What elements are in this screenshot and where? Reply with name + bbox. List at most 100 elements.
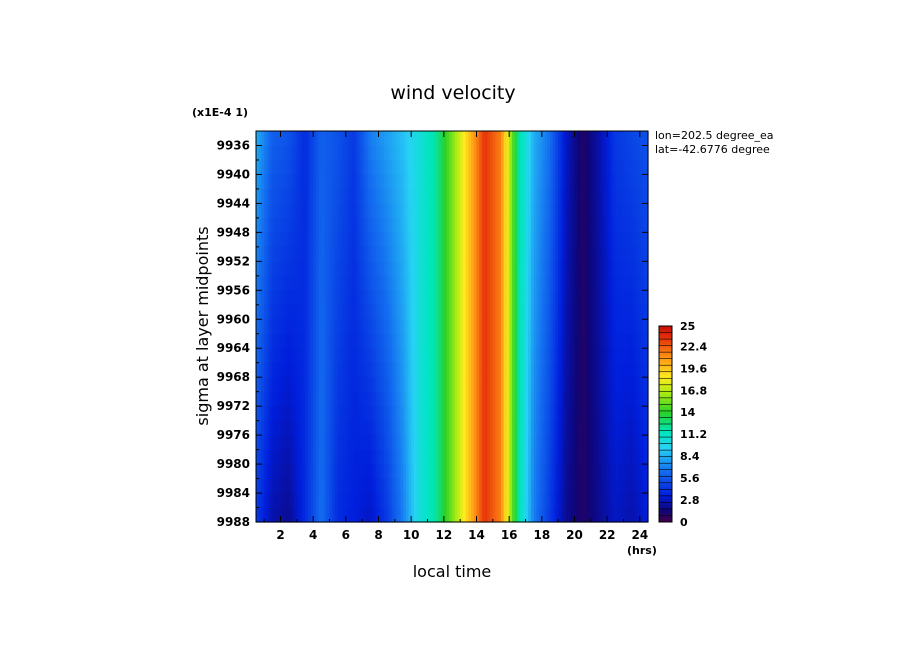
heatmap-cell	[408, 145, 412, 161]
heatmap-cell	[367, 348, 371, 364]
y-tick-label: 9988	[217, 515, 250, 529]
heatmap-cell	[550, 217, 554, 233]
heatmap-cell	[400, 188, 404, 205]
heatmap-cell	[340, 290, 344, 306]
heatmap-cell	[383, 391, 388, 407]
heatmap-cell	[509, 333, 513, 349]
heatmap-cell	[601, 232, 606, 248]
heatmap-cell	[283, 159, 287, 176]
heatmap-cell	[337, 464, 341, 480]
heatmap-cell	[277, 478, 282, 494]
heatmap-cell	[599, 507, 603, 523]
heatmap-cell	[481, 406, 486, 422]
heatmap-cell	[256, 145, 260, 161]
heatmap-cell	[321, 275, 325, 291]
heatmap-cell	[337, 261, 341, 277]
heatmap-cell	[397, 406, 401, 422]
heatmap-cell	[503, 362, 508, 378]
heatmap-cell	[441, 261, 445, 277]
heatmap-cell	[381, 493, 385, 509]
heatmap-cell	[492, 464, 497, 480]
heatmap-cell	[378, 362, 382, 378]
heatmap-cell	[558, 188, 562, 205]
heatmap-cell	[509, 348, 513, 364]
y-tick-label: 9956	[217, 283, 250, 297]
heatmap-cell	[318, 348, 322, 364]
heatmap-cell	[620, 420, 625, 436]
heatmap-cell	[571, 348, 576, 364]
heatmap-cell	[305, 174, 309, 190]
heatmap-cell	[484, 304, 488, 320]
heatmap-cell	[354, 290, 358, 306]
heatmap-cell	[359, 159, 363, 176]
heatmap-cell	[604, 261, 608, 277]
heatmap-cell	[585, 145, 589, 161]
heatmap-cell	[588, 304, 592, 320]
heatmap-cell	[539, 232, 543, 248]
heatmap-cell	[631, 275, 635, 291]
heatmap-cell	[261, 217, 265, 233]
heatmap-cell	[607, 478, 611, 494]
heatmap-cell	[582, 435, 586, 451]
heatmap-cell	[599, 261, 603, 277]
heatmap-cell	[329, 203, 333, 219]
heatmap-cell	[337, 159, 341, 176]
heatmap-cell	[416, 435, 420, 451]
heatmap-cell	[547, 246, 551, 262]
heatmap-cell	[615, 377, 619, 393]
heatmap-cell	[601, 246, 606, 262]
heatmap-cell	[340, 275, 344, 291]
heatmap-cell	[321, 493, 325, 509]
heatmap-cell	[305, 464, 309, 480]
heatmap-cell	[552, 145, 557, 161]
heatmap-cell	[345, 203, 350, 219]
heatmap-cell	[615, 507, 619, 523]
heatmap-cell	[362, 246, 366, 262]
heatmap-cell	[560, 290, 565, 306]
heatmap-cell	[326, 507, 331, 523]
heatmap-cell	[340, 348, 344, 364]
heatmap-cell	[533, 188, 537, 205]
heatmap-cell	[645, 232, 649, 248]
heatmap-cell	[452, 406, 456, 422]
heatmap-cell	[432, 348, 437, 364]
heatmap-cell	[574, 464, 578, 480]
heatmap-cell	[530, 377, 535, 393]
heatmap-cell	[593, 232, 597, 248]
heatmap-cell	[473, 333, 478, 349]
heatmap-cell	[566, 449, 570, 465]
heatmap-cell	[460, 304, 464, 320]
heatmap-cell	[367, 478, 371, 494]
heatmap-cell	[599, 203, 603, 219]
heatmap-cell	[484, 449, 488, 465]
heatmap-cell	[288, 478, 292, 494]
heatmap-cell	[340, 507, 344, 523]
heatmap-cell	[498, 435, 502, 451]
heatmap-cell	[277, 449, 282, 465]
heatmap-cell	[413, 493, 418, 509]
heatmap-cell	[481, 217, 486, 233]
heatmap-cell	[593, 246, 597, 262]
heatmap-cell	[324, 478, 328, 494]
heatmap-cell	[552, 333, 557, 349]
colorbar-band	[659, 380, 672, 384]
colorbar-tick-label: 14	[680, 406, 696, 419]
heatmap-cell	[285, 304, 290, 320]
heatmap-cell	[533, 377, 537, 393]
heatmap-cell	[405, 391, 410, 407]
heatmap-cell	[492, 493, 497, 509]
heatmap-cell	[511, 464, 516, 480]
heatmap-cell	[555, 348, 559, 364]
heatmap-cell	[422, 377, 426, 393]
heatmap-cell	[520, 275, 524, 291]
heatmap-cell	[422, 478, 426, 494]
heatmap-cell	[468, 188, 472, 205]
heatmap-cell	[275, 131, 279, 147]
heatmap-cell	[394, 203, 399, 219]
heatmap-cell	[628, 246, 633, 262]
heatmap-cell	[324, 493, 328, 509]
heatmap-cell	[302, 203, 306, 219]
heatmap-cell	[457, 333, 461, 349]
heatmap-cell	[541, 348, 546, 364]
heatmap-cell	[356, 232, 361, 248]
